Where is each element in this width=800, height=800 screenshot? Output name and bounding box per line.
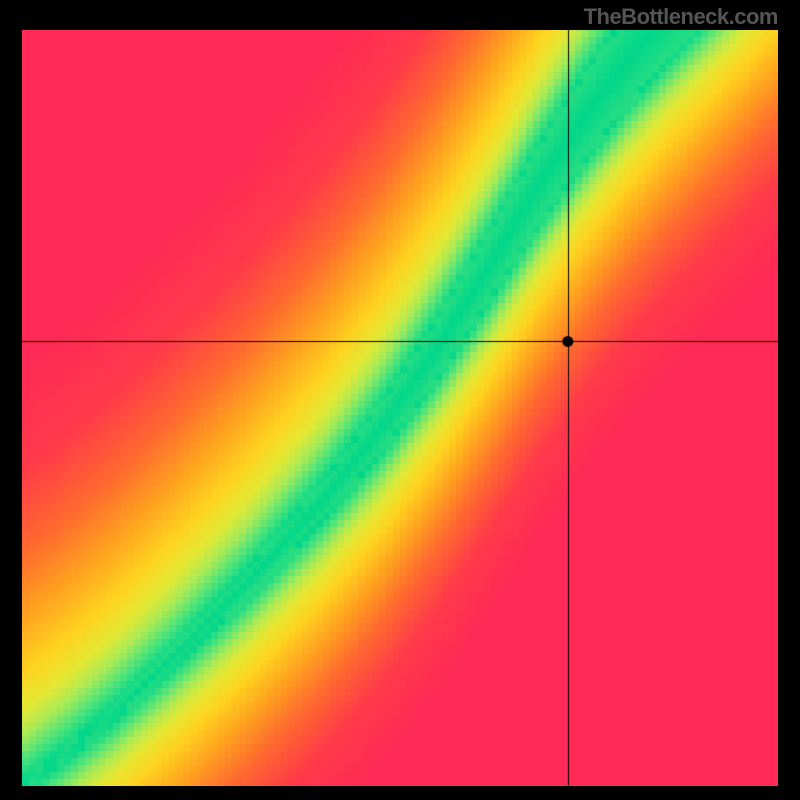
- watermark-text: TheBottleneck.com: [584, 4, 778, 30]
- bottleneck-heatmap: [22, 30, 778, 786]
